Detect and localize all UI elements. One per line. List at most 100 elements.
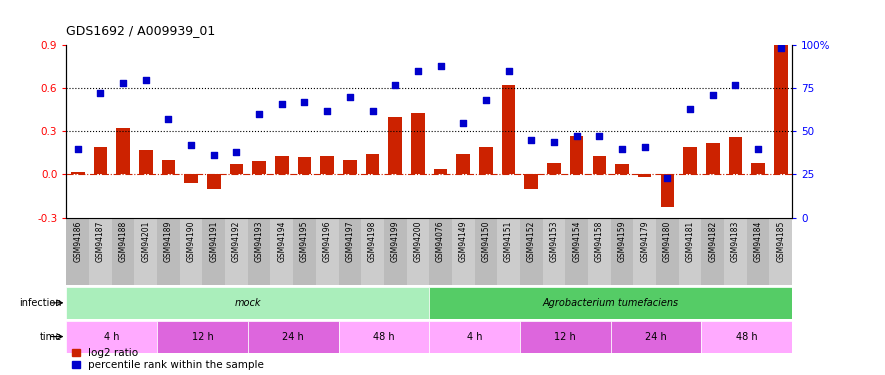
Text: 24 h: 24 h	[282, 332, 304, 342]
Bar	[656, 217, 679, 285]
Point	[547, 139, 561, 145]
Bar	[543, 217, 566, 285]
Bar	[683, 147, 696, 174]
Text: GSM94180: GSM94180	[663, 221, 672, 262]
Text: GSM94154: GSM94154	[572, 221, 581, 262]
Bar	[66, 287, 429, 319]
Text: GSM94152: GSM94152	[527, 221, 535, 262]
Text: GSM94190: GSM94190	[187, 221, 196, 262]
Text: GSM94201: GSM94201	[142, 221, 150, 262]
Bar	[520, 217, 543, 285]
Text: 48 h: 48 h	[736, 332, 758, 342]
Text: GSM94076: GSM94076	[436, 221, 445, 262]
Bar	[747, 217, 769, 285]
Bar	[384, 217, 406, 285]
Point	[207, 152, 221, 158]
Point	[274, 100, 289, 106]
Bar	[525, 174, 538, 189]
Bar	[225, 217, 248, 285]
Bar	[389, 117, 402, 174]
Bar	[297, 157, 312, 174]
Bar	[116, 128, 130, 174]
Point	[139, 76, 153, 82]
Point	[93, 90, 107, 96]
Bar	[724, 217, 747, 285]
Bar	[497, 217, 520, 285]
Bar	[139, 150, 152, 174]
Text: infection: infection	[19, 298, 62, 308]
Text: GSM94151: GSM94151	[504, 221, 513, 262]
Point	[297, 99, 312, 105]
Bar	[474, 217, 497, 285]
Bar	[89, 217, 112, 285]
Point	[434, 63, 448, 69]
Bar	[728, 137, 743, 174]
Text: GSM94198: GSM94198	[368, 221, 377, 262]
Bar	[343, 160, 357, 174]
Bar	[71, 171, 85, 174]
Text: GSM94200: GSM94200	[413, 221, 422, 262]
Point	[728, 82, 743, 88]
Text: 12 h: 12 h	[554, 332, 576, 342]
Point	[342, 94, 357, 100]
Point	[615, 146, 629, 152]
Bar	[406, 217, 429, 285]
Point	[71, 146, 85, 152]
Bar	[751, 163, 765, 174]
Bar	[158, 217, 180, 285]
Bar	[502, 85, 515, 174]
Bar	[701, 321, 792, 352]
Text: GSM94150: GSM94150	[481, 221, 490, 262]
Text: GSM94184: GSM94184	[753, 221, 763, 262]
Bar	[316, 217, 339, 285]
Text: GSM94192: GSM94192	[232, 221, 241, 262]
Bar	[66, 321, 158, 352]
Text: 12 h: 12 h	[191, 332, 213, 342]
Point	[637, 144, 651, 150]
Text: GSM94189: GSM94189	[164, 221, 173, 262]
Point	[502, 68, 516, 74]
Bar	[679, 217, 702, 285]
Bar	[634, 217, 656, 285]
Point	[683, 106, 697, 112]
Point	[184, 142, 198, 148]
Bar	[769, 217, 792, 285]
Bar	[479, 147, 493, 174]
Text: Agrobacterium tumefaciens: Agrobacterium tumefaciens	[543, 298, 679, 308]
Text: GSM94193: GSM94193	[255, 221, 264, 262]
Text: GSM94187: GSM94187	[96, 221, 105, 262]
Legend: log2 ratio, percentile rank within the sample: log2 ratio, percentile rank within the s…	[72, 348, 264, 370]
Bar	[135, 217, 158, 285]
Bar	[611, 217, 634, 285]
Point	[660, 175, 674, 181]
Bar	[339, 321, 429, 352]
Bar	[615, 164, 628, 174]
Text: GSM94199: GSM94199	[390, 221, 400, 262]
Bar	[248, 321, 339, 352]
Bar	[112, 217, 135, 285]
Bar	[588, 217, 611, 285]
Bar	[701, 217, 724, 285]
Bar	[452, 217, 474, 285]
Bar	[293, 217, 316, 285]
Point	[570, 134, 584, 140]
Bar	[593, 156, 606, 174]
Text: GDS1692 / A009939_01: GDS1692 / A009939_01	[66, 24, 216, 38]
Bar	[429, 217, 452, 285]
Text: GSM94194: GSM94194	[277, 221, 287, 262]
Text: GSM94191: GSM94191	[209, 221, 219, 262]
Bar	[230, 164, 243, 174]
Bar	[94, 147, 107, 174]
Point	[479, 97, 493, 103]
Bar	[158, 321, 248, 352]
Text: time: time	[40, 332, 62, 342]
Bar	[547, 163, 561, 174]
Text: GSM94159: GSM94159	[618, 221, 627, 262]
Bar	[434, 169, 448, 174]
Bar	[180, 217, 203, 285]
Point	[751, 146, 766, 152]
Text: GSM94185: GSM94185	[776, 221, 785, 262]
Text: GSM94179: GSM94179	[640, 221, 650, 262]
Bar	[184, 174, 198, 183]
Text: GSM94158: GSM94158	[595, 221, 604, 262]
